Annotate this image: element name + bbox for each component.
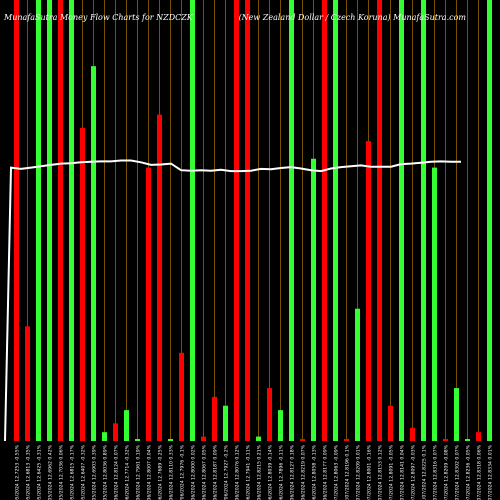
x-tick-label: 04/06/2024 12.7714 -0.32% bbox=[125, 444, 131, 500]
bar-40 bbox=[443, 439, 448, 441]
chart-title: MunafaSutra Money Flow Charts for NZDCZK bbox=[4, 13, 193, 22]
x-tick-label: 29/05/2024 12.6407 -0.32% bbox=[81, 444, 87, 500]
bar-19 bbox=[212, 396, 217, 441]
x-tick-label: 11/06/2024 12.7976 -0.1% bbox=[180, 444, 186, 500]
x-tick-label: 24/06/2024 12.7896 -0.11% bbox=[279, 444, 285, 500]
bar-11 bbox=[124, 410, 129, 441]
x-tick-label: 21/06/2024 12.8039 -0.14% bbox=[268, 444, 274, 500]
bar-8 bbox=[91, 66, 96, 442]
x-tick-label: 19/07/2024 12.8334 0.01% bbox=[488, 444, 494, 500]
bar-18 bbox=[201, 436, 206, 441]
price-line bbox=[4, 159, 461, 442]
bar-3 bbox=[36, 0, 41, 441]
x-tick-label: 26/06/2024 12.8219 0.07% bbox=[301, 444, 307, 500]
x-tick-label: 11/07/2024 12.8225 0.1% bbox=[422, 444, 428, 500]
bar-1 bbox=[14, 0, 19, 441]
x-tick-label: 25/06/2024 12.8127 0.18% bbox=[290, 444, 296, 500]
x-tick-label: 20/06/2024 12.8215 0.21% bbox=[257, 444, 263, 500]
x-tick-label: 28/05/2024 12.6815 -0.17% bbox=[70, 444, 76, 500]
x-tick-label: 02/07/2024 12.8196 0.1% bbox=[345, 444, 351, 500]
x-tick-label: 18/06/2024 12.8076 0.12% bbox=[235, 444, 241, 500]
bar-37 bbox=[410, 427, 415, 441]
bar-12 bbox=[135, 439, 140, 441]
grid-lines bbox=[16, 0, 490, 441]
x-tick-label: 23/05/2024 12.6425 -0.31% bbox=[37, 444, 43, 500]
bar-43 bbox=[476, 432, 481, 441]
bar-32 bbox=[355, 308, 360, 441]
x-tick-label: 01/07/2024 12.8063 -0.09% bbox=[334, 444, 340, 500]
bar-29 bbox=[322, 0, 327, 441]
x-tick-label: 15/07/2024 12.8209 -0.08% bbox=[444, 444, 450, 500]
bar-7 bbox=[80, 127, 85, 441]
x-tick-label: 31/05/2024 12.8036 0.89% bbox=[103, 444, 109, 500]
x-tick-label: 12/06/2024 12.8000 0.02% bbox=[191, 444, 197, 500]
bar-10 bbox=[113, 423, 118, 441]
bar-23 bbox=[256, 436, 261, 441]
bar-44 bbox=[487, 0, 492, 441]
x-tick-label: 19/06/2024 12.7941 -0.11% bbox=[246, 444, 252, 500]
x-tick-label: 21/05/2024 12.7253 -0.55% bbox=[15, 444, 21, 500]
x-tick-label: 08/07/2024 12.8091 -0.05% bbox=[389, 444, 395, 500]
x-tick-label: 27/06/2024 12.8058 -0.13% bbox=[312, 444, 318, 500]
x-tick-label: 17/07/2024 12.8236 -0.05% bbox=[466, 444, 472, 500]
x-tick-label: 03/07/2024 12.8209 0.01% bbox=[356, 444, 362, 500]
x-tick-label: 10/07/2024 12.8097 -0.03% bbox=[411, 444, 417, 500]
x-tick-label: 04/07/2024 12.8001 -0.16% bbox=[367, 444, 373, 500]
bar-30 bbox=[333, 0, 338, 441]
x-tick-label: 06/06/2024 12.8007 0.04% bbox=[147, 444, 153, 500]
bar-13 bbox=[146, 167, 151, 441]
x-tick-label: 22/05/2024 12.6813 -0.35% bbox=[26, 444, 32, 500]
chart-subtitle: (New Zealand Dollar / Czech Koruna) Muna… bbox=[238, 13, 466, 22]
bar-31 bbox=[344, 439, 349, 441]
x-tick-label: 16/07/2024 12.8302 0.07% bbox=[455, 444, 461, 500]
price-line-path bbox=[4, 159, 461, 442]
bar-17 bbox=[190, 0, 195, 441]
x-tick-label: 07/06/2024 12.7689 -0.25% bbox=[158, 444, 164, 500]
x-tick-label: 24/05/2024 12.6962 0.42% bbox=[48, 444, 54, 500]
bar-14 bbox=[157, 114, 162, 441]
x-tick-labels: 21/05/2024 12.7253 -0.55% 22/05/2024 12.6… bbox=[15, 444, 494, 500]
bar-21 bbox=[234, 0, 239, 441]
x-tick-label: 14/06/2024 12.8187 0.09% bbox=[213, 444, 219, 500]
x-tick-label: 13/06/2024 12.8067 0.05% bbox=[202, 444, 208, 500]
bar-28 bbox=[311, 158, 316, 441]
bar-39 bbox=[432, 167, 437, 441]
bar-36 bbox=[399, 0, 404, 441]
bar-38 bbox=[421, 0, 426, 441]
bar-20 bbox=[223, 405, 228, 441]
x-tick-label: 12/07/2024 12.8316 0.07% bbox=[433, 444, 439, 500]
bar-16 bbox=[179, 352, 184, 441]
bar-25 bbox=[278, 410, 283, 441]
x-tick-label: 17/06/2024 12.7927 -0.2% bbox=[224, 444, 230, 500]
bar-42 bbox=[465, 439, 470, 441]
x-tick-label: 18/07/2024 12.8318 0.06% bbox=[477, 444, 483, 500]
x-tick-label: 10/06/2024 12.8110 0.33% bbox=[169, 444, 175, 500]
bar-9 bbox=[102, 432, 107, 441]
x-tick-label: 05/07/2024 12.8153 0.12% bbox=[378, 444, 384, 500]
bar-22 bbox=[245, 0, 250, 441]
x-tick-label: 05/06/2024 12.7961 0.19% bbox=[136, 444, 142, 500]
bar-35 bbox=[388, 405, 393, 441]
bar-24 bbox=[267, 388, 272, 441]
x-tick-label: 27/05/2024 12.7036 0.06% bbox=[59, 444, 65, 500]
x-tick-label: 09/07/2024 12.8141 0.04% bbox=[400, 444, 406, 500]
bar-34 bbox=[377, 0, 382, 441]
bar-33 bbox=[366, 141, 371, 441]
bar-5 bbox=[58, 0, 63, 441]
x-tick-label: 30/05/2024 12.6903 0.39% bbox=[92, 444, 98, 500]
x-tick-label: 28/06/2024 12.8177 0.09% bbox=[323, 444, 329, 500]
x-tick-label: 03/06/2024 12.8124 0.07% bbox=[114, 444, 120, 500]
bar-26 bbox=[289, 0, 294, 441]
bars bbox=[14, 0, 492, 442]
bar-4 bbox=[47, 0, 52, 441]
bar-15 bbox=[168, 439, 173, 441]
bar-6 bbox=[69, 0, 74, 441]
bar-41 bbox=[454, 388, 459, 441]
bar-2 bbox=[25, 326, 30, 441]
bar-27 bbox=[300, 439, 305, 441]
